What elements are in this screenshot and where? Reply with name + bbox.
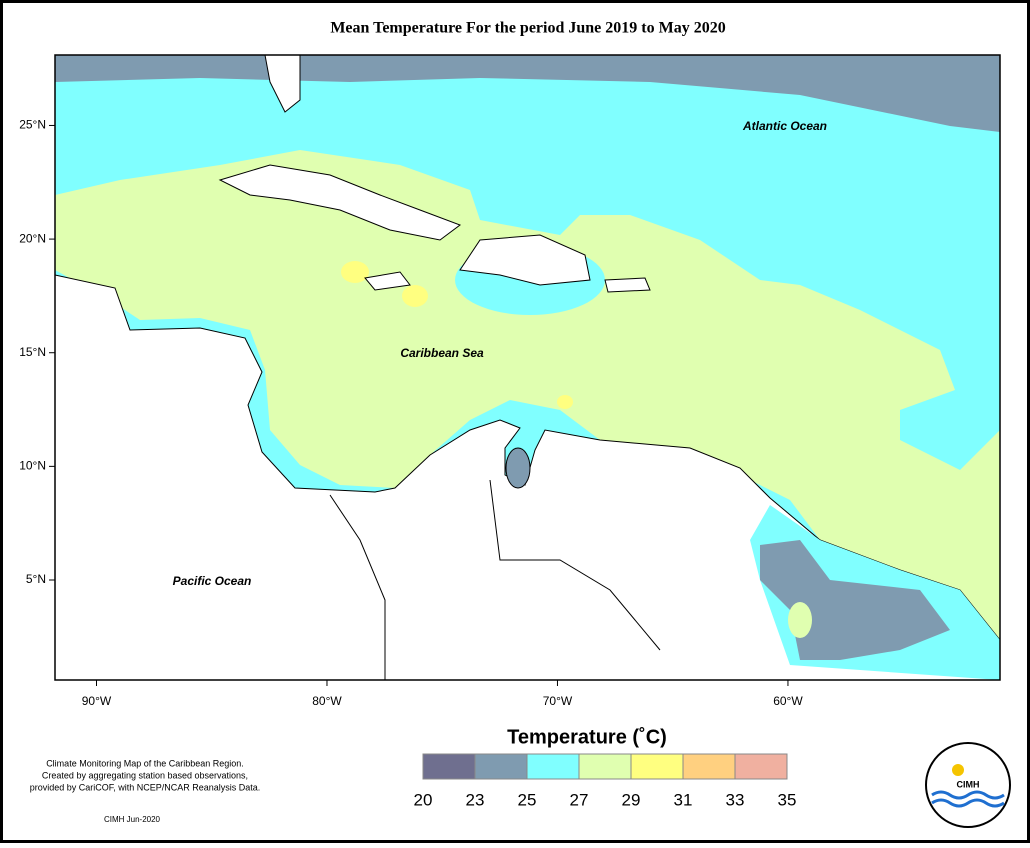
legend-tick-label: 20 [414, 790, 433, 809]
y-tick-label: 15°N [19, 345, 46, 359]
x-tick-label: 90°W [82, 694, 112, 708]
warm-zone [55, 150, 1000, 640]
legend-tick-label: 35 [778, 790, 797, 809]
legend-swatch [578, 753, 632, 780]
land [364, 271, 411, 291]
x-tick-label: 80°W [312, 694, 342, 708]
legend-tick-label: 25 [518, 790, 537, 809]
map-border [54, 54, 1001, 681]
y-tick-label: 25°N [19, 118, 46, 132]
border [329, 494, 386, 680]
credits: Climate Monitoring Map of the Caribbean … [30, 758, 261, 792]
legend-tick-label: 33 [726, 790, 745, 809]
ocean-label: Pacific Ocean [173, 574, 252, 588]
legend-swatch [474, 753, 528, 780]
land [264, 55, 301, 113]
hot-spot [402, 285, 428, 307]
logo-text: CIMH [957, 779, 980, 789]
title: Mean Temperature For the period June 201… [330, 20, 725, 37]
legend-tick-label: 23 [466, 790, 485, 809]
legend-tick-label: 29 [622, 790, 641, 809]
hot-spot [341, 261, 369, 283]
credit-line: provided by CariCOF, with NCEP/NCAR Rean… [30, 782, 261, 792]
map [55, 55, 1000, 680]
land [218, 164, 462, 241]
legend-tick-label: 27 [570, 790, 589, 809]
legend-swatch [422, 753, 476, 780]
land [459, 234, 591, 286]
y-tick-label: 5°N [26, 572, 46, 586]
warm-zone [788, 602, 812, 638]
border [489, 479, 661, 651]
hot-spot [557, 395, 573, 409]
legend-swatch [682, 753, 736, 780]
credit-line: Created by aggregating station based obs… [42, 770, 248, 780]
logo-waves [931, 790, 1005, 808]
legend-title: Temperature (˚C) [507, 725, 667, 748]
logo-sun [952, 764, 964, 776]
legend-tick-label: 31 [674, 790, 693, 809]
legend-swatch [734, 753, 788, 780]
y-tick-label: 10°N [19, 459, 46, 473]
credit-line: Climate Monitoring Map of the Caribbean … [46, 758, 244, 768]
x-tick-label: 70°W [543, 694, 573, 708]
land [604, 277, 651, 293]
x-tick-label: 60°W [773, 694, 803, 708]
lake [505, 447, 531, 489]
legend-swatch [526, 753, 580, 780]
y-tick-label: 20°N [19, 231, 46, 245]
footer: CIMH Jun-2020 [104, 815, 161, 824]
ocean-label: Caribbean Sea [400, 346, 484, 360]
legend-swatch [630, 753, 684, 780]
ocean-label: Atlantic Ocean [742, 119, 827, 133]
